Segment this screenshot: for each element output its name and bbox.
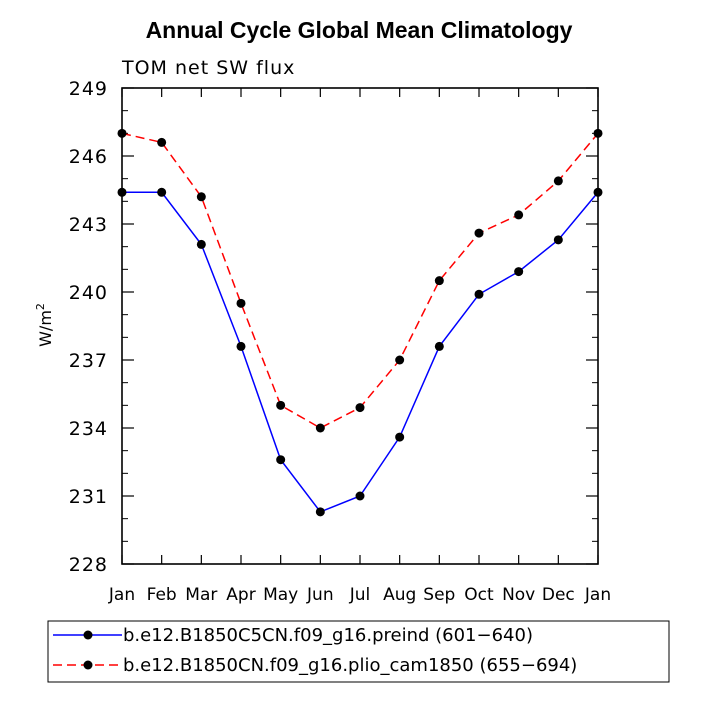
y-axis-label-text: W/m — [36, 310, 55, 347]
series-1-point — [315, 507, 325, 517]
series-1-point — [236, 341, 246, 351]
series-2-line — [121, 132, 599, 429]
series-1-point — [553, 235, 563, 245]
series-1-point — [276, 455, 286, 465]
y-axis-label-superscript: 2 — [34, 303, 47, 310]
y-tick-label: 237 — [69, 350, 108, 372]
series-2-point — [355, 403, 365, 413]
legend-marker-series-2 — [83, 660, 93, 670]
series-1-point — [355, 491, 365, 501]
y-tick-label: 243 — [69, 214, 108, 236]
series-2-point — [276, 400, 286, 410]
series-2-point — [236, 298, 246, 308]
series-1-point — [196, 239, 206, 249]
x-tick-label: Oct — [464, 585, 494, 605]
y-tick-label: 249 — [69, 78, 108, 100]
x-tick-label: Jan — [108, 585, 135, 605]
x-tick-label: Dec — [542, 585, 575, 605]
legend-box — [47, 620, 670, 683]
y-tick-label: 240 — [69, 282, 108, 304]
series-1-point — [434, 341, 444, 351]
x-tick-label: Apr — [226, 585, 255, 605]
series-1-point — [395, 432, 405, 442]
axis-ticks: Jan Feb Mar Apr May Jun Jul Aug Sep Oct Nov Dec Jan2… — [69, 78, 611, 605]
y-tick-label: 234 — [69, 418, 108, 440]
series-1 — [117, 187, 603, 517]
series-1-point — [514, 267, 524, 277]
x-tick-label: Nov — [502, 585, 535, 605]
x-tick-label: Jul — [349, 585, 371, 605]
x-tick-label: Jan — [584, 585, 611, 605]
chart-title: Annual Cycle Global Mean Climatology — [146, 17, 573, 43]
legend-label-series-1: b.e12.B1850C5CN.f09_g16.preind (601−640) — [123, 625, 533, 646]
series-2-point — [315, 423, 325, 433]
series-2-point — [434, 276, 444, 286]
chart-subtitle: TOM net SW flux — [121, 57, 295, 79]
y-tick-label: 228 — [69, 554, 108, 576]
legend: b.e12.B1850C5CN.f09_g16.preind (601−640)… — [47, 620, 670, 683]
series-2-point — [553, 176, 563, 186]
series-layer — [117, 128, 603, 517]
series-1-point — [157, 187, 167, 197]
legend-label-series-2: b.e12.B1850CN.f09_g16.plio_cam1850 (655−… — [123, 655, 577, 676]
series-2-point — [157, 137, 167, 147]
legend-marker-series-1 — [83, 630, 93, 640]
series-1-line — [122, 191, 599, 513]
x-tick-label: Sep — [423, 585, 455, 605]
y-axis-label: W/m2 — [34, 303, 55, 347]
x-tick-label: Feb — [147, 585, 177, 605]
plot-frame — [121, 87, 599, 565]
x-tick-label: Jun — [306, 585, 334, 605]
x-tick-label: Aug — [383, 585, 416, 605]
series-2-point — [474, 228, 484, 238]
series-2-point — [395, 355, 405, 365]
x-tick-label: Mar — [185, 585, 217, 605]
series-1-point — [474, 289, 484, 299]
series-2-point — [514, 210, 524, 220]
y-tick-label: 246 — [69, 146, 108, 168]
y-tick-label: 231 — [69, 486, 108, 508]
series-2-point — [196, 192, 206, 202]
x-tick-label: May — [263, 585, 298, 605]
series-2 — [117, 128, 603, 433]
